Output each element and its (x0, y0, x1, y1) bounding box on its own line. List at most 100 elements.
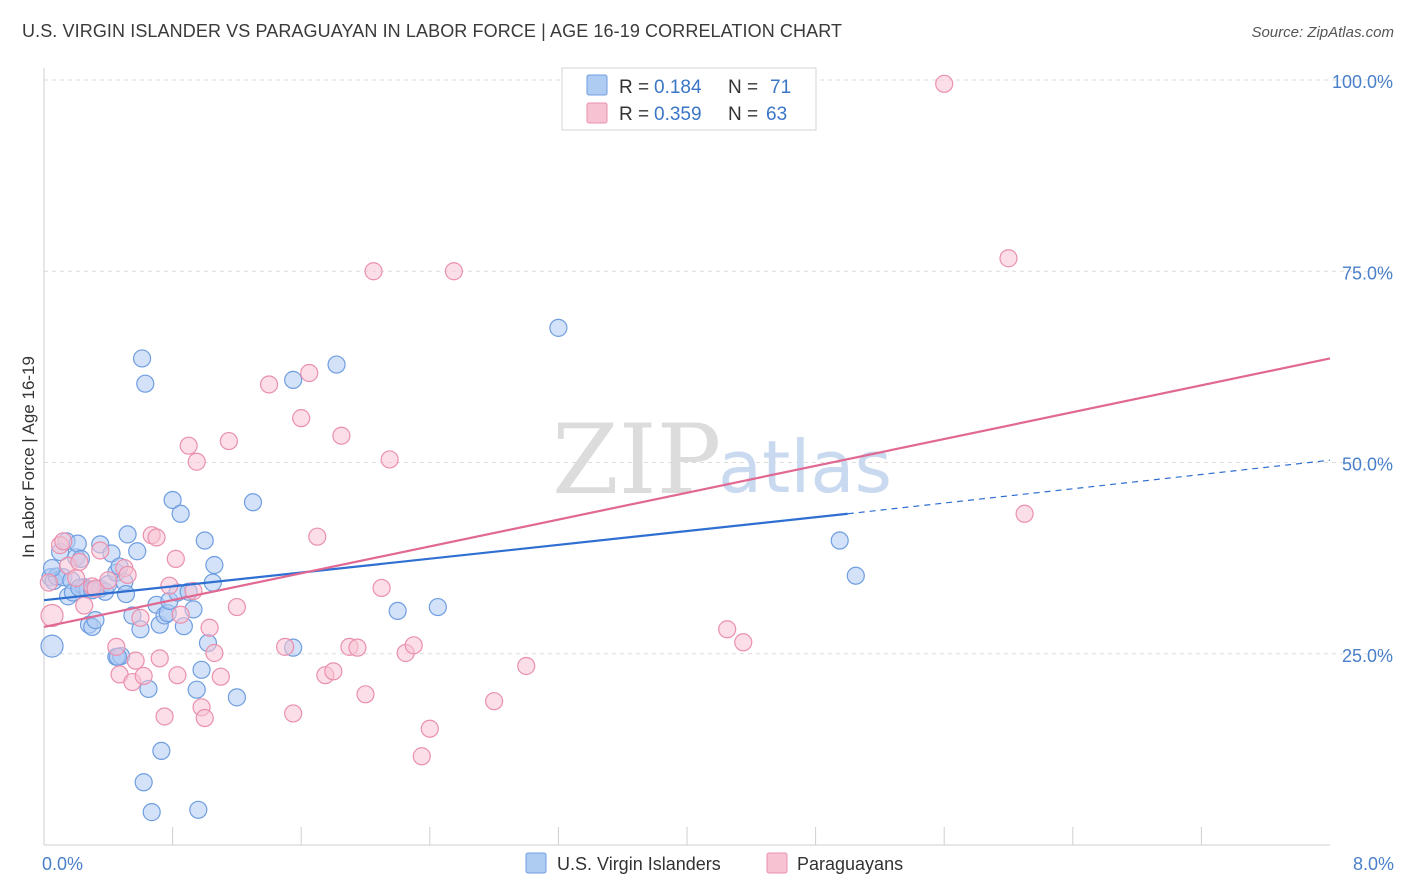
trendline-paraguayans (43, 357, 1331, 629)
pink-point-30 (187, 452, 206, 471)
trendline-us-virgin-islanders-extension (847, 459, 1331, 515)
pink-point-33 (200, 618, 219, 637)
pink-point-34 (205, 643, 224, 663)
trendlines (43, 357, 1331, 629)
legend-r-label-1: R = (619, 77, 649, 98)
pink-point-32 (195, 708, 214, 728)
stats-legend: R = 0.184 N = 71 R = 0.359 N = 63 (561, 67, 817, 131)
legend-r-label-2: R = (619, 104, 649, 125)
pink-point-51 (372, 578, 391, 598)
pink-point-21 (147, 528, 166, 547)
pink-point-38 (259, 375, 279, 394)
legend-swatch-pink (586, 102, 608, 124)
pink-point-37 (227, 597, 246, 617)
legend-n-value-2: 63 (766, 104, 787, 125)
pink-point-17 (126, 651, 145, 670)
pink-point-49 (356, 685, 375, 704)
pink-point-18 (131, 608, 150, 627)
pink-point-56 (420, 719, 439, 738)
blue-point-56 (243, 493, 263, 512)
blue-point-39 (152, 741, 171, 761)
pink-point-5 (67, 568, 86, 588)
pink-point-26 (168, 666, 187, 685)
legend-n-label-1: N = (728, 77, 758, 98)
pink-point-64 (999, 249, 1018, 268)
pink-point-6 (70, 552, 89, 572)
x-tick-label-right: 8.0% (1353, 854, 1394, 874)
legend-swatch-us-virgin-islanders (525, 852, 547, 874)
blue-point-64 (846, 566, 865, 585)
blue-point-55 (205, 555, 224, 575)
pink-point-55 (412, 747, 431, 766)
blue-point-57 (284, 370, 303, 389)
pink-point-9 (86, 579, 105, 598)
chart-title: U.S. VIRGIN ISLANDER VS PARAGUAYAN IN LA… (22, 21, 843, 41)
legend-r-value-2: 0.359 (654, 104, 702, 125)
x-tick-label-left: 0.0% (42, 854, 83, 874)
legend-label-paraguayans: Paraguayans (797, 854, 903, 874)
y-tick-labels: 25.0% 50.0% 75.0% 100.0% (1332, 72, 1393, 666)
pink-point-39 (276, 637, 295, 656)
pink-point-23 (155, 707, 174, 726)
blue-point-34 (136, 374, 155, 393)
pink-point-36 (219, 431, 238, 451)
pink-point-10 (91, 541, 110, 560)
chart-source: Source: ZipAtlas.com (1251, 24, 1394, 41)
y-tick-label-1: 50.0% (1342, 455, 1393, 475)
y-axis-label: In Labor Force | Age 16-19 (19, 356, 38, 558)
watermark-zip: ZIP (552, 404, 721, 516)
blue-point-49 (187, 680, 206, 699)
pink-point-60 (718, 620, 737, 639)
legend-swatch-paraguayans (766, 852, 788, 874)
pink-point-40 (284, 704, 303, 723)
legend-swatch-blue (586, 74, 608, 96)
pink-point-50 (364, 262, 383, 281)
pink-point-3 (54, 532, 73, 551)
pink-point-42 (300, 363, 319, 383)
pink-point-15 (118, 565, 137, 585)
blue-point-1 (40, 634, 64, 658)
blue-point-43 (163, 490, 182, 510)
pink-point-1 (40, 603, 64, 628)
y-tick-label-0: 25.0% (1342, 646, 1393, 666)
x-tick-marks (172, 827, 1202, 845)
pink-point-48 (348, 638, 367, 657)
blue-point-31 (128, 542, 147, 561)
pink-point-12 (107, 637, 126, 656)
pink-point-41 (292, 409, 311, 428)
pink-point-63 (1015, 504, 1034, 523)
legend-n-value-1: 71 (770, 77, 791, 98)
blue-point-50 (189, 800, 208, 819)
pink-point-62 (935, 74, 954, 93)
pink-point-57 (444, 262, 464, 281)
legend-r-value-1: 0.184 (654, 77, 702, 98)
pink-point-27 (171, 605, 190, 624)
pink-point-59 (517, 656, 536, 676)
blue-point-33 (132, 349, 152, 368)
trendline-us-virgin-islanders (43, 512, 848, 602)
series-paraguayans-points (39, 74, 1034, 766)
pink-point-11 (99, 571, 118, 590)
blue-point-62 (549, 318, 568, 337)
pink-point-35 (211, 667, 230, 686)
y-tick-label-2: 75.0% (1342, 263, 1393, 283)
blue-point-36 (142, 803, 161, 822)
blue-point-60 (388, 601, 407, 621)
blue-point-28 (116, 584, 136, 604)
blue-point-67 (227, 688, 246, 707)
pink-point-0 (39, 573, 58, 592)
series-us-virgin-islanders-points (40, 318, 865, 822)
legend-label-us-virgin-islanders: U.S. Virgin Islanders (557, 854, 721, 874)
blue-point-45 (171, 504, 190, 523)
y-tick-label-3: 100.0% (1332, 72, 1393, 92)
blue-point-63 (830, 531, 849, 550)
pink-point-52 (380, 450, 399, 469)
pink-point-19 (134, 666, 153, 686)
pink-point-58 (485, 692, 504, 711)
blue-point-51 (192, 660, 211, 679)
series-legend: U.S. Virgin Islanders Paraguayans (525, 852, 903, 874)
pink-point-25 (166, 549, 185, 568)
legend-n-label-2: N = (728, 104, 758, 125)
pink-point-28 (179, 436, 198, 455)
gridlines (44, 79, 1392, 655)
